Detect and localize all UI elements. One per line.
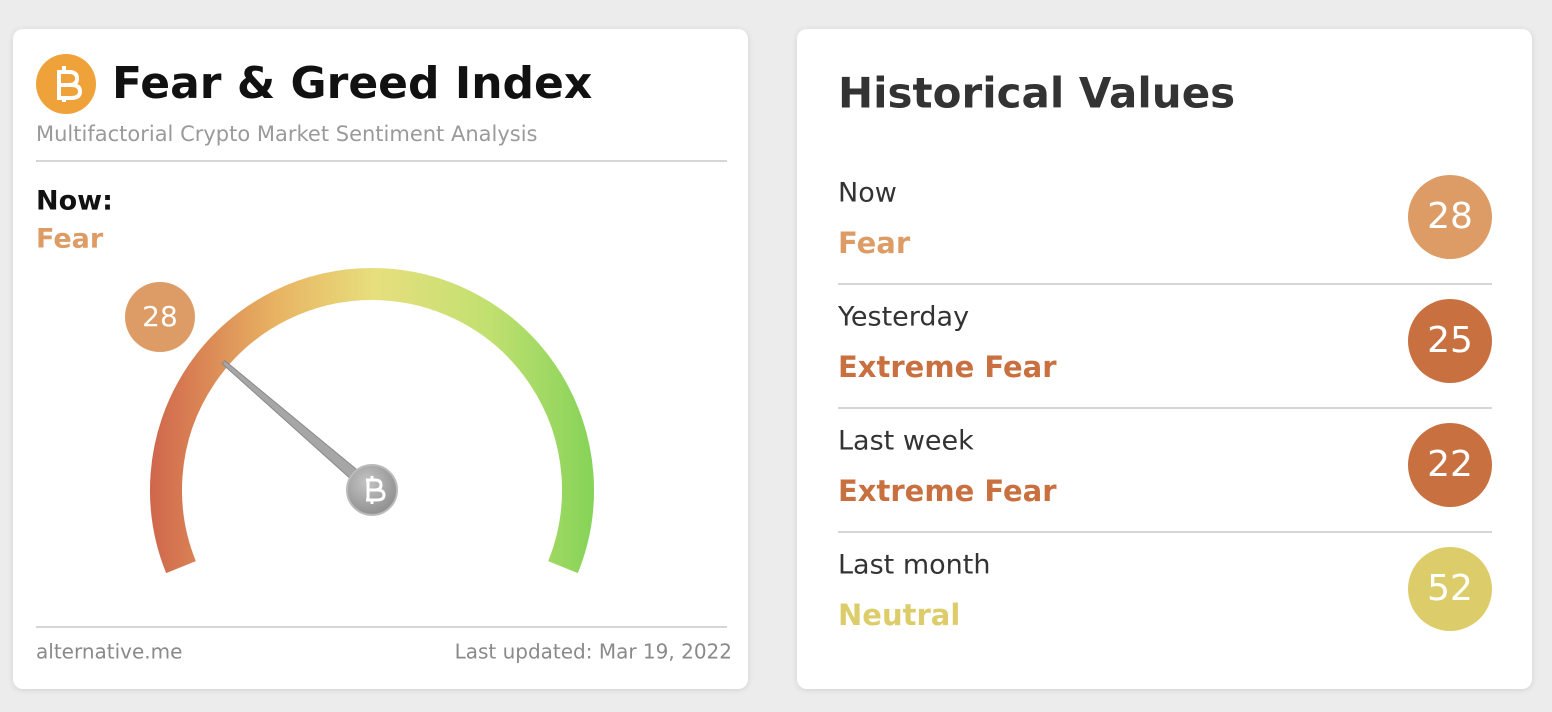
history-classification: Extreme Fear xyxy=(838,474,1057,508)
history-list: Now Fear 28 Yesterday Extreme Fear 25 Last wee… xyxy=(837,175,1492,632)
gauge-arc xyxy=(150,268,594,574)
history-label: Yesterday xyxy=(837,302,969,333)
subtitle: Multifactorial Crypto Market Sentiment A… xyxy=(36,122,538,146)
history-value: 52 xyxy=(1427,568,1473,609)
hub-icon xyxy=(366,476,386,504)
source: alternative.me xyxy=(36,640,182,664)
title: Fear & Greed Index xyxy=(112,58,592,109)
history-label: Last month xyxy=(838,550,990,581)
history-badge xyxy=(1408,547,1492,631)
needle-hub xyxy=(346,464,398,516)
now-classification: Fear xyxy=(36,224,104,255)
history-label: Now xyxy=(838,178,897,209)
now-label: Now: xyxy=(36,186,113,217)
history-classification: Neutral xyxy=(838,598,960,632)
value-label: 28 xyxy=(142,300,178,333)
history-title: Historical Values xyxy=(838,69,1235,118)
last-updated: Last updated: Mar 19, 2022 xyxy=(455,640,732,664)
history-badge xyxy=(1408,299,1492,383)
bitcoin-logo xyxy=(36,54,96,114)
history-classification: Extreme Fear xyxy=(838,350,1057,384)
gauge: 28 xyxy=(125,268,594,574)
history-label: Last week xyxy=(838,426,974,457)
history-classification: Fear xyxy=(838,226,911,260)
history-value: 25 xyxy=(1427,320,1473,361)
history-value: 22 xyxy=(1427,444,1473,485)
history-badge xyxy=(1408,423,1492,507)
history-value: 28 xyxy=(1427,196,1473,237)
value-bubble xyxy=(125,282,195,352)
history-card xyxy=(797,29,1532,689)
history-badge xyxy=(1408,175,1492,259)
